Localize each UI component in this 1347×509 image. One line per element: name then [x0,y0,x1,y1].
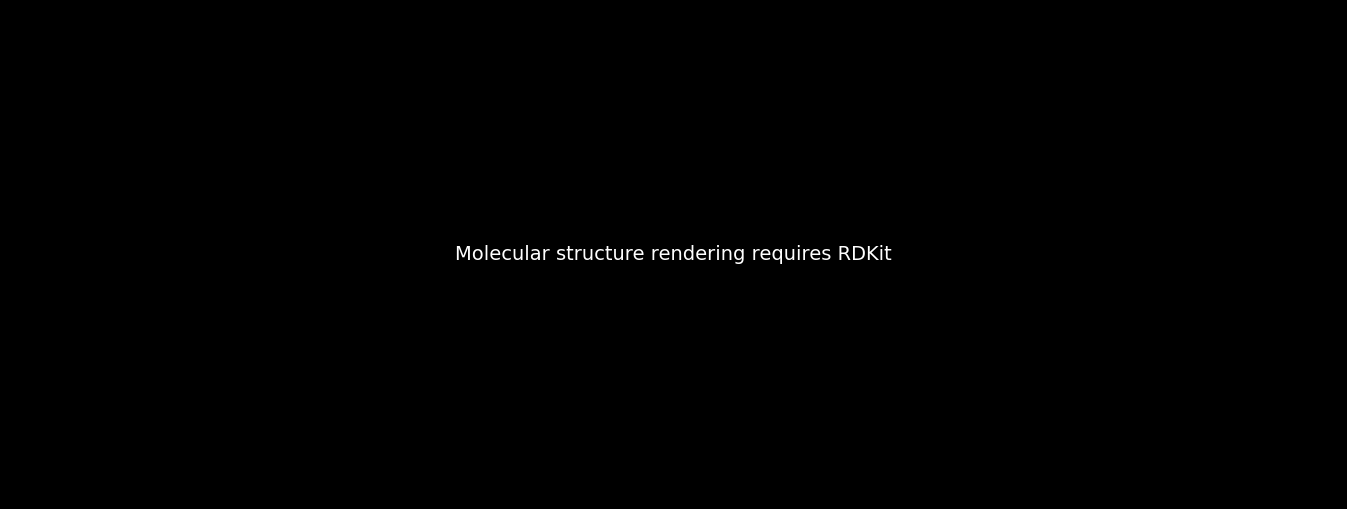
Text: Molecular structure rendering requires RDKit: Molecular structure rendering requires R… [455,245,892,264]
